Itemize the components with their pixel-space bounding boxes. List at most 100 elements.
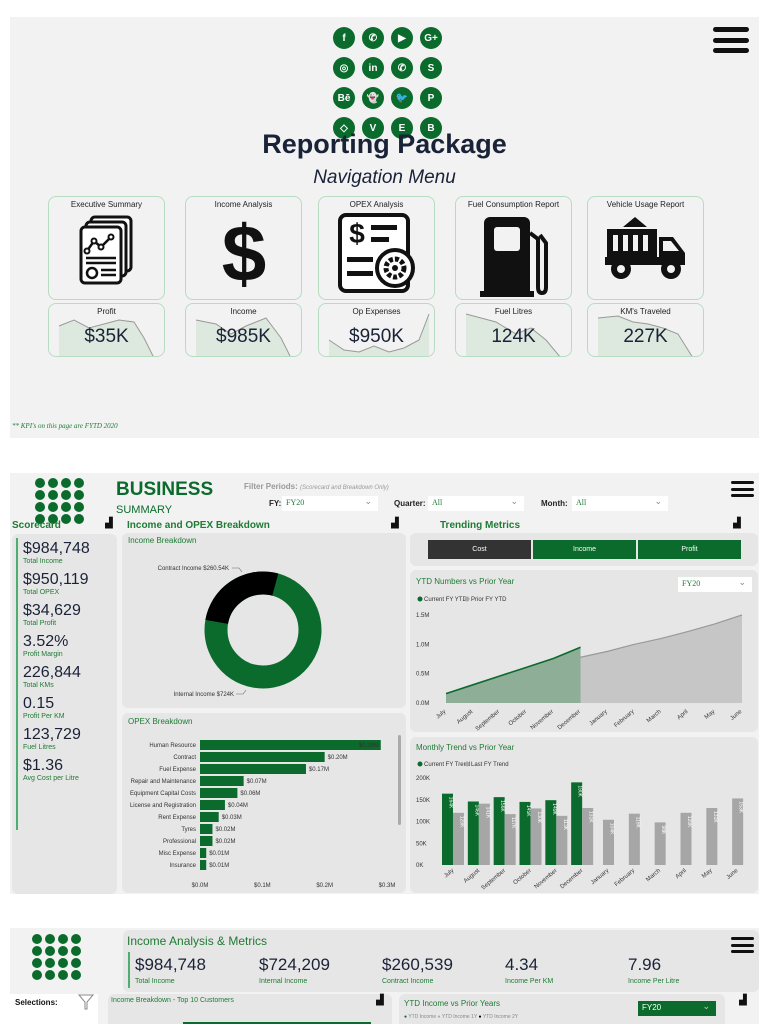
chart-icon[interactable]: ▟ [739, 995, 747, 1006]
report-icon [79, 215, 132, 285]
facebook-icon[interactable]: f [333, 27, 355, 49]
svg-text:Tyres: Tyres [181, 827, 196, 833]
filter-periods-label: Filter Periods: (Scorecard and Breakdown… [244, 482, 389, 491]
svg-text:117K: 117K [510, 817, 516, 829]
page-title: BUSINESS [116, 479, 214, 500]
bar [183, 1022, 371, 1024]
breakdown-title: Income and OPEX Breakdown [127, 520, 270, 531]
kpi-card-fuel-litres[interactable]: Fuel Litres 124K [455, 303, 572, 357]
income-button[interactable]: Income [533, 540, 636, 559]
income-analysis-panel: Income Analysis & Metrics $984,748 Total… [10, 928, 759, 1024]
svg-text:December: December [559, 868, 584, 890]
svg-text:131K: 131K [712, 811, 718, 823]
svg-text:Misc Expense: Misc Expense [159, 851, 197, 857]
svg-text:$: $ [349, 218, 365, 249]
scorecard-item: $1.36 Avg Cost per Litre [23, 757, 90, 782]
blogger-icon[interactable]: B [420, 117, 442, 139]
fy-dropdown[interactable]: FY20 ⌄ [282, 496, 378, 511]
svg-text:149K: 149K [551, 803, 557, 815]
scorecard-item: $984,748 Total Income [23, 540, 90, 565]
evernote-icon[interactable]: E [391, 117, 413, 139]
chevron-down-icon: ⌄ [654, 496, 662, 506]
ytd-fy-dropdown[interactable]: FY20 ⌄ [678, 577, 752, 592]
metric-value: $984,748 [135, 955, 206, 974]
twitter-icon[interactable]: 🐦 [391, 87, 413, 109]
svg-text:Repair and Maintenance: Repair and Maintenance [131, 779, 197, 785]
scorecard-value: $984,748 [23, 540, 90, 557]
instagram-icon[interactable]: ◎ [333, 57, 355, 79]
linkedin-icon[interactable]: in [362, 57, 384, 79]
scorecard-value: 3.52% [23, 633, 69, 650]
kpi-card-profit[interactable]: Profit $35K [48, 303, 165, 357]
svg-text:February: February [613, 709, 635, 729]
svg-text:Professional: Professional [163, 839, 196, 845]
nav-card-fuel-consumption-report[interactable]: Fuel Consumption Report [455, 196, 572, 300]
skype-icon[interactable]: S [420, 57, 442, 79]
quarter-dropdown[interactable]: All ⌄ [428, 496, 524, 511]
whatsapp-icon[interactable]: ✆ [362, 27, 384, 49]
svg-text:Insurance: Insurance [170, 863, 197, 869]
svg-text:February: February [614, 868, 636, 888]
nav-card-vehicle-usage-report[interactable]: Vehicle Usage Report [587, 196, 704, 300]
nav-card-income-analysis[interactable]: Income Analysis $ [185, 196, 302, 300]
nav-card-executive-summary[interactable]: Executive Summary [48, 196, 165, 300]
svg-text:0K: 0K [416, 863, 423, 869]
kpi-card-income[interactable]: Income $985K [185, 303, 302, 357]
svg-text:120K: 120K [686, 816, 692, 828]
svg-text:November: November [530, 709, 555, 731]
menu-icon[interactable] [731, 937, 754, 953]
sparkline [58, 319, 154, 356]
behance-icon[interactable]: Bē [333, 87, 355, 109]
navigation-panel: f ✆ ▶ G+ ◎ in ✆ S Bē 👻 🐦 P ◇ V E B Reporting Package Na… [10, 17, 759, 438]
snapchat-icon[interactable]: 👻 [362, 87, 384, 109]
kpi-label: Profit [97, 307, 116, 316]
social-icons-grid: f ✆ ▶ G+ ◎ in ✆ S Bē 👻 🐦 P ◇ V E B [333, 27, 442, 139]
pinterest-icon[interactable]: P [420, 87, 442, 109]
ytd-title: YTD Numbers vs Prior Year [416, 577, 515, 586]
metric-label: Internal Income [259, 978, 308, 985]
nav-card-label: Income Analysis [214, 200, 273, 209]
scorecard-label: Fuel Litres [23, 744, 56, 751]
sparkline [597, 315, 693, 356]
opex-bar-chart: Human Resource $0.29M Contract $0.20M Fuel E… [130, 740, 395, 889]
scrollbar[interactable] [398, 735, 401, 825]
filter-icon[interactable] [78, 994, 94, 1010]
accent-bar [128, 952, 130, 988]
vimeo-icon[interactable]: V [362, 117, 384, 139]
youtube-icon[interactable]: ▶ [391, 27, 413, 49]
month-dropdown[interactable]: All ⌄ [572, 496, 668, 511]
svg-text:Equipment Capital Costs: Equipment Capital Costs [130, 791, 196, 797]
nav-card-label: Fuel Consumption Report [467, 200, 560, 209]
profit-button[interactable]: Profit [638, 540, 741, 559]
menu-icon[interactable] [713, 27, 749, 53]
chart-icon[interactable]: ▟ [376, 995, 384, 1006]
scorecard: $984,748 Total Income $950,119 Total OPEX $3… [12, 534, 117, 894]
nav-card-opex-analysis[interactable]: OPEX Analysis $ [318, 196, 435, 300]
svg-text:146K: 146K [473, 804, 479, 816]
dump-truck-icon [604, 217, 685, 279]
chevron-down-icon: ⌄ [510, 496, 518, 506]
chart-icon[interactable]: ▟ [391, 518, 399, 529]
whatsapp-icon[interactable]: ✆ [391, 57, 413, 79]
svg-text:$0.06M: $0.06M [240, 791, 260, 797]
opex-breakdown-card: OPEX Breakdown Human Resource $0.29M Contr… [122, 713, 406, 893]
menu-icon[interactable] [731, 481, 754, 497]
ytd-income-fy-dropdown[interactable]: FY20 ⌄ [638, 1001, 716, 1016]
svg-text:Contract: Contract [173, 755, 196, 761]
kpi-card-kms-traveled[interactable]: KM's Traveled 227K [587, 303, 704, 357]
svg-text:Rent Expense: Rent Expense [158, 815, 196, 821]
chart-icon[interactable]: ▟ [105, 518, 113, 529]
google-plus-icon[interactable]: G+ [420, 27, 442, 49]
svg-text:Fuel Expense: Fuel Expense [159, 767, 196, 773]
chart-icon[interactable]: ▟ [733, 518, 741, 529]
dropbox-icon[interactable]: ◇ [333, 117, 355, 139]
nav-card-label: Vehicle Usage Report [606, 200, 685, 209]
kpi-card-op-expenses[interactable]: Op Expenses $950K [318, 303, 435, 357]
kpi-value: $950K [349, 326, 404, 347]
cost-button[interactable]: Cost [428, 540, 531, 559]
svg-text:Last FY Trend: Last FY Trend [471, 762, 509, 768]
svg-text:Human Resource: Human Resource [149, 743, 196, 749]
metric-value: 7.96 [628, 955, 662, 974]
svg-text:0.5M: 0.5M [416, 672, 429, 678]
svg-text:141K: 141K [484, 807, 490, 819]
